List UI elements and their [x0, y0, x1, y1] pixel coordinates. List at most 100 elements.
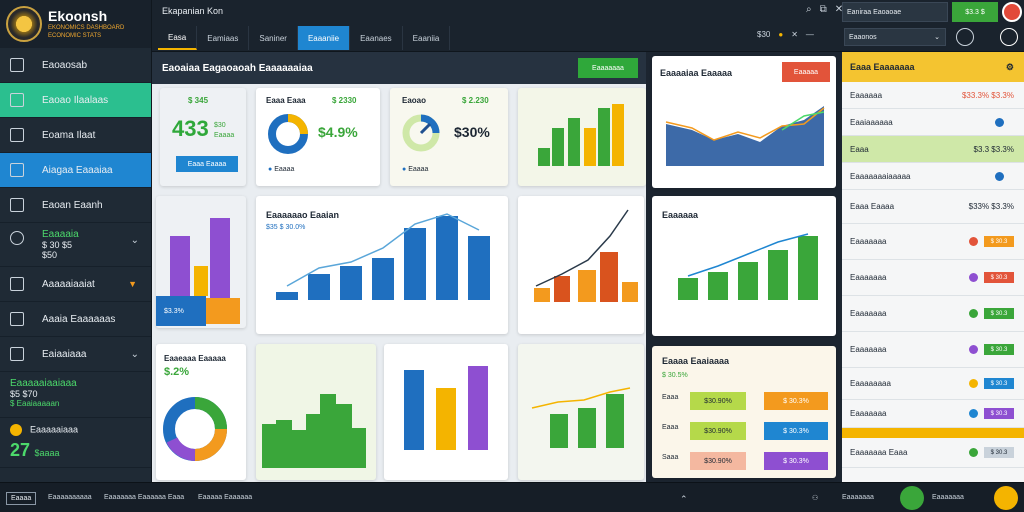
- dot-icon: [969, 379, 978, 388]
- sidebar-block-summary[interactable]: Eaaaaia $ 30 $5 $50 ⌄: [0, 223, 151, 267]
- dot-icon: [969, 237, 978, 246]
- tab-home[interactable]: Easa: [158, 26, 198, 50]
- block-line: $50: [42, 250, 58, 260]
- chevron-down-icon: ⌄: [130, 348, 139, 360]
- list-item[interactable]: Eaaaaaaa $ 30.3: [842, 296, 1024, 332]
- chevron-down-icon[interactable]: ⌄: [130, 235, 139, 246]
- list-item[interactable]: Eaaaaaaa $ 30.3: [842, 332, 1024, 368]
- card-donut: Eaaa Eaaa $ 2330 $4.9% ● Eaaaa: [256, 88, 380, 186]
- window-icon: [10, 347, 24, 361]
- block-line: $ 30 $5: [42, 240, 73, 250]
- status-text: Eaaaaaaa Eaaaaaa Eaaa: [104, 494, 185, 501]
- card-title: Eaaeaaa Eaaaaa: [164, 354, 226, 363]
- filter-select[interactable]: Eaaonos ⌄: [844, 28, 946, 46]
- sidebar-item-assets[interactable]: Aaaaaiaaiat ▼: [0, 267, 151, 302]
- notification-icon[interactable]: [994, 486, 1018, 510]
- list-item[interactable]: Eaaaaaaaa $ 30.3: [842, 368, 1024, 400]
- sidebar-item-overview[interactable]: Eaoaosab: [0, 48, 151, 83]
- area-chart: [665, 106, 825, 166]
- settings-icon[interactable]: [956, 28, 974, 46]
- search-input[interactable]: Eaniraa Eaoaoae: [842, 2, 948, 22]
- list-item[interactable]: Eaaa Eaaaa $33% $3.3%: [842, 190, 1024, 224]
- list-item[interactable]: Eaaaaaaa Eaaa $ 30.3: [842, 438, 1024, 468]
- list-item[interactable]: Eaaaaaaa $ 30.3: [842, 260, 1024, 296]
- block-line: $ Eaaiaaaaan: [10, 399, 60, 408]
- chevron-up-icon[interactable]: ⌃: [680, 494, 688, 504]
- tab-markets[interactable]: Eamiaas: [197, 26, 250, 50]
- minus-icon[interactable]: —: [805, 30, 814, 39]
- refresh-icon[interactable]: [1000, 28, 1018, 46]
- tab-finance[interactable]: Eaanaes: [350, 26, 403, 50]
- sidebar-item-settings[interactable]: Eaiaaiaaa ⌄: [0, 337, 151, 372]
- donut-chart-2: [163, 397, 227, 461]
- kpi-sub: Eaaaa: [214, 132, 235, 139]
- card-value: $ 2330: [332, 96, 357, 105]
- budget-cell: $ 30.3%: [764, 422, 828, 440]
- sidebar-item-label: Aiagaa Eaaaiaa: [42, 164, 113, 176]
- far-right-panel: Eaaa Eaaaaaaa ⚙ Eaaaaaa $33.3% $3.3% Eaai…: [842, 52, 1024, 482]
- main-panel: Eaoaiaa Eagaoaoah Eaaaaaaiaa Eaaaaaaa $ …: [152, 52, 646, 482]
- search-icon[interactable]: ⌕: [806, 4, 812, 15]
- card-action-button[interactable]: Eaaaaa: [782, 62, 830, 82]
- sidebar-item-data[interactable]: Eoama Ilaat: [0, 118, 151, 153]
- sidebar-item-label: Eaoao Ilaalaas: [42, 94, 109, 106]
- sidebar-item-label: Aaaaaiaaiat: [42, 278, 95, 290]
- card-title: Eaaaaiaa Eaaaaa: [660, 68, 733, 78]
- card-tag: $ 30.5%: [662, 372, 688, 379]
- status-text: Eaaaaa Eaaaaaa: [198, 494, 253, 501]
- panel-action-button[interactable]: Eaaaaaaa: [578, 58, 638, 78]
- tab-economy[interactable]: Eaaaniie: [297, 26, 351, 50]
- block-line: $5 $70: [10, 389, 38, 399]
- kpi-button[interactable]: Eaaa Eaaaa: [176, 156, 238, 172]
- tab-trade[interactable]: Eaaniia: [403, 26, 451, 50]
- sidebar: Ekoonsh EKONOMICS DASHBOARD ECONOMIC STA…: [0, 0, 152, 482]
- list-item[interactable]: Eaaaaaaa $ 30.3: [842, 224, 1024, 260]
- sidebar-item-stats[interactable]: Eaoao Ilaalaas: [0, 83, 151, 118]
- big-value: 27: [10, 440, 31, 460]
- sidebar-block-stats: Eaaaaaiaaiaaa $5 $70 $ Eaaiaaaaan: [0, 372, 151, 418]
- chat-icon[interactable]: [900, 486, 924, 510]
- status-button[interactable]: Eaaaa: [6, 492, 37, 505]
- user-icon[interactable]: ⚇: [812, 495, 819, 502]
- sidebar-item-analytics[interactable]: Aiagaa Eaaaiaa: [0, 153, 151, 188]
- card-pct: $30%: [454, 124, 490, 140]
- gear-icon[interactable]: ⚙: [1005, 61, 1014, 72]
- external-link-icon[interactable]: ⧉: [819, 4, 827, 15]
- panel-title: Eaoaiaa Eagaoaoah Eaaaaaaiaa: [162, 62, 313, 74]
- tab-savings[interactable]: Saniner: [249, 26, 298, 50]
- right-column: Eaaaaiaa Eaaaaa Eaaaaa Eaaaaaa Eaaaa Eaa…: [646, 52, 842, 482]
- list-item[interactable]: Eaaaaaaaiaaaaa: [842, 163, 1024, 190]
- card-value: $ 2.230: [462, 96, 489, 105]
- close-icon[interactable]: ✕: [791, 30, 798, 39]
- sidebar-item-label: Aaaia Eaaaaaas: [42, 313, 116, 325]
- avatar[interactable]: [1002, 2, 1022, 22]
- budget-cell: $30.90%: [690, 452, 746, 470]
- kpi-sub: $30: [214, 122, 226, 129]
- logo: [6, 6, 42, 42]
- window-icon: [10, 128, 24, 142]
- far-right-title: Eaaa Eaaaaaaa: [850, 62, 915, 72]
- coin-icon: [10, 424, 22, 436]
- coin-icon: ●: [778, 30, 784, 39]
- globe-icon: [10, 231, 24, 245]
- list-item[interactable]: Eaaiaaaaaa: [842, 109, 1024, 136]
- brand-name: Ekoonsh: [48, 8, 108, 24]
- status-text: Eaaaaaaa: [842, 494, 874, 501]
- brand-sub: EKONOMICS DASHBOARD: [48, 25, 125, 31]
- sidebar-item-growth[interactable]: Eaoan Eaanh: [0, 188, 151, 223]
- balance-button[interactable]: $3.3 $: [952, 2, 998, 22]
- card-donut-2: Eaaeaaa Eaaaaa $.2%: [156, 344, 246, 480]
- chevron-down-icon: ⌄: [934, 34, 940, 41]
- select-value: Eaaonos: [849, 33, 877, 41]
- card-multi-bar: [384, 344, 508, 480]
- list-item[interactable]: Eaaa $3.3 $3.3%: [842, 136, 1024, 163]
- dot-icon: [995, 171, 1004, 181]
- list-item[interactable]: Eaaaaaaa $ 30.3: [842, 400, 1024, 428]
- gauge-chart: [402, 114, 440, 152]
- list-item[interactable]: Eaaaaaa $33.3% $3.3%: [842, 82, 1024, 109]
- card-title: Eaaaaaa: [662, 210, 699, 220]
- brand: Ekoonsh EKONOMICS DASHBOARD ECONOMIC STA…: [0, 0, 151, 48]
- close-icon[interactable]: ✕: [834, 4, 844, 15]
- sidebar-item-reports[interactable]: Aaaia Eaaaaaas: [0, 302, 151, 337]
- grid-icon: [10, 93, 24, 107]
